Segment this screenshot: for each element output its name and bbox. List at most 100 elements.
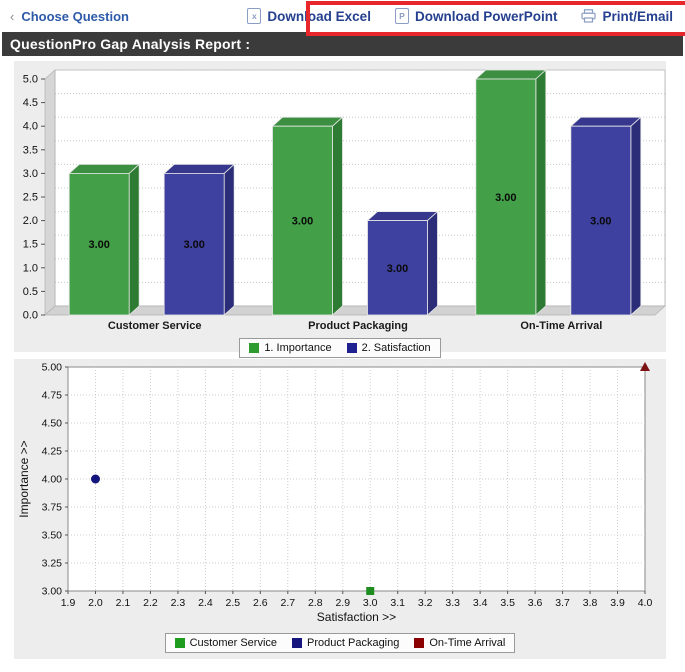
bar-2-satisfaction-on-time-arrival (570, 125, 632, 316)
legend-item-1-importance: 1. Importance (249, 342, 332, 354)
download-powerpoint-label: Download PowerPoint (414, 8, 558, 24)
x-tick-label: 2.5 (226, 597, 241, 609)
y-tick-label: 4.25 (42, 446, 63, 458)
bar-top-face (271, 116, 344, 127)
bar-chart-plot: 0.0 0.5 1.0 1.5 2.0 2.5 3.0 3.5 4.0 4.5 5.0 3.00 3.0… (14, 64, 666, 337)
y-tick-label: 1.0 (23, 262, 38, 274)
bar-top-face (366, 211, 439, 222)
y-tick-label: 1.5 (23, 239, 38, 251)
y-tick-label: 3.25 (42, 558, 63, 570)
scatter-plot: 1.9 2.0 2.1 2.2 2.3 2.4 2.5 2.6 2.7 2.8 2.9 3.0 3.1 3… (14, 361, 666, 632)
bar-1-importance-on-time-arrival (475, 78, 537, 316)
y-tick-label: 4.0 (23, 121, 38, 133)
y-tick-label: 2.0 (23, 215, 38, 227)
bar-chart-legend: 1. Importance 2. Satisfaction (239, 338, 441, 358)
download-excel-label: Download Excel (267, 8, 371, 24)
bar-side-face (128, 163, 140, 316)
legend-item-2-satisfaction: 2. Satisfaction (346, 342, 431, 354)
legend-item-on-time-arrival: On-Time Arrival (414, 637, 505, 649)
x-tick-label: 2.3 (171, 597, 186, 609)
bar-value-label: 3.00 (590, 216, 611, 228)
x-tick-label: 3.2 (418, 597, 433, 609)
x-tick-label: 2.8 (308, 597, 323, 609)
bar-top-face (68, 164, 141, 174)
category-label: Product Packaging (308, 320, 408, 332)
bar-1-importance-customer-service (68, 173, 130, 316)
x-tick-label: 2.1 (116, 597, 131, 609)
x-tick-label: 4.0 (638, 597, 653, 609)
plot-background (54, 69, 666, 307)
y-tick-label: 3.0 (23, 168, 38, 180)
download-powerpoint-link[interactable]: P Download PowerPoint (394, 8, 558, 24)
bar-side-face (535, 69, 547, 316)
bar-side-face (332, 116, 343, 316)
category-label: Customer Service (108, 320, 202, 332)
y-axis-label: Importance >> (17, 440, 31, 517)
x-tick-label: 3.1 (390, 597, 405, 609)
legend-swatch-icon (174, 638, 185, 648)
legend-swatch-icon (249, 343, 260, 353)
x-tick-label: 3.9 (610, 597, 625, 609)
scatter-point-product-packaging (90, 474, 100, 484)
x-tick-label: 2.4 (198, 597, 213, 609)
category-label: On-Time Arrival (520, 320, 602, 332)
y-tick-label: 2.5 (23, 192, 38, 204)
legend-label: On-Time Arrival (429, 637, 506, 649)
download-excel-link[interactable]: x Download Excel (247, 8, 371, 24)
y-tick-label: 5.00 (42, 362, 63, 374)
print-email-label: Print/Email (602, 8, 673, 24)
scatter-chart-svg: 1.9 2.0 2.1 2.2 2.3 2.4 2.5 2.6 2.7 2.8 2.9 3.0 3.1 3… (17, 362, 653, 625)
y-tick-label: 4.75 (42, 390, 63, 402)
y-tick-label: 5.0 (23, 74, 38, 86)
bar-value-label: 3.00 (292, 216, 313, 228)
bar-value-label: 3.00 (88, 239, 109, 251)
scatter-chart-legend: Customer Service Product Packaging On-Time… (164, 633, 516, 653)
bar-value-label: 3.00 (495, 192, 516, 204)
bar-2-satisfaction-customer-service (163, 173, 225, 316)
legend-label: Customer Service (189, 637, 278, 649)
print-email-link[interactable]: Print/Email (581, 9, 673, 24)
legend-swatch-icon (346, 343, 357, 353)
x-tick-label: 2.2 (143, 597, 158, 609)
x-tick-label: 1.9 (61, 597, 76, 609)
bar-chart-svg: 0.0 0.5 1.0 1.5 2.0 2.5 3.0 3.5 4.0 4.5 5.0 3.00 3.0… (23, 69, 666, 332)
choose-question-label: Choose Question (21, 8, 129, 24)
legend-swatch-icon (414, 638, 425, 648)
y-tick-label: 3.75 (42, 502, 63, 514)
powerpoint-file-icon: P (394, 8, 409, 24)
x-tick-label: 2.6 (253, 597, 268, 609)
x-tick-label: 3.3 (445, 597, 460, 609)
bar-2-satisfaction-product-packaging (367, 220, 428, 316)
bar-1-importance-product-packaging (272, 125, 333, 316)
x-axis-label: Satisfaction >> (317, 610, 396, 624)
x-tick-label: 3.6 (528, 597, 543, 609)
legend-item-customer-service: Customer Service (174, 637, 278, 649)
x-tick-label: 3.8 (583, 597, 598, 609)
bar-side-face (630, 116, 642, 316)
gap-analysis-scatter-chart: 1.9 2.0 2.1 2.2 2.3 2.4 2.5 2.6 2.7 2.8 2.9 3.0 3.1 3… (14, 359, 666, 659)
x-tick-label: 3.4 (473, 597, 488, 609)
x-tick-label: 2.0 (88, 597, 103, 609)
report-title: QuestionPro Gap Analysis Report : (10, 36, 251, 52)
gap-analysis-bar-chart: 0.0 0.5 1.0 1.5 2.0 2.5 3.0 3.5 4.0 4.5 5.0 3.00 3.0… (14, 61, 666, 358)
x-tick-label: 3.5 (500, 597, 515, 609)
legend-label: Product Packaging (307, 637, 400, 649)
top-toolbar: ‹ Choose Question x Download Excel P Dow… (0, 0, 685, 36)
choose-question-link[interactable]: ‹ Choose Question (10, 9, 129, 24)
chevron-left-icon: ‹ (10, 8, 15, 24)
y-tick-label: 3.00 (42, 586, 63, 598)
y-tick-label: 4.50 (42, 418, 63, 430)
bar-side-face (223, 163, 235, 316)
bar-value-label: 3.00 (387, 263, 408, 275)
y-tick-label: 0.5 (23, 286, 38, 298)
y-tick-label: 3.50 (42, 530, 63, 542)
bar-top-face (474, 69, 547, 80)
scatter-point-on-time-arrival (640, 362, 650, 371)
report-title-bar: QuestionPro Gap Analysis Report : (2, 32, 683, 56)
legend-item-product-packaging: Product Packaging (292, 637, 399, 649)
excel-file-icon: x (247, 8, 262, 24)
legend-label: 1. Importance (264, 342, 332, 354)
legend-label: 2. Satisfaction (361, 342, 431, 354)
scatter-point-customer-service (366, 587, 375, 595)
x-tick-label: 3.0 (363, 597, 378, 609)
